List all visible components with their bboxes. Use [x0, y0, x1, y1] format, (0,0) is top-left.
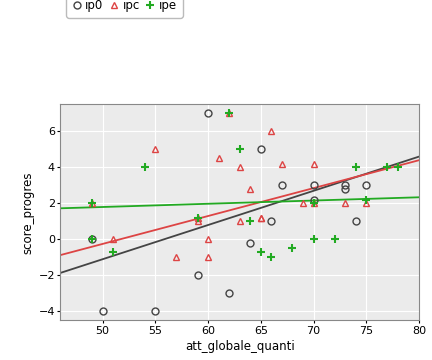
Y-axis label: score_progres: score_progres: [21, 171, 34, 254]
Legend: ip0, ipc, ipe: ip0, ipc, ipe: [67, 0, 183, 18]
X-axis label: att_globale_quanti: att_globale_quanti: [185, 340, 295, 353]
